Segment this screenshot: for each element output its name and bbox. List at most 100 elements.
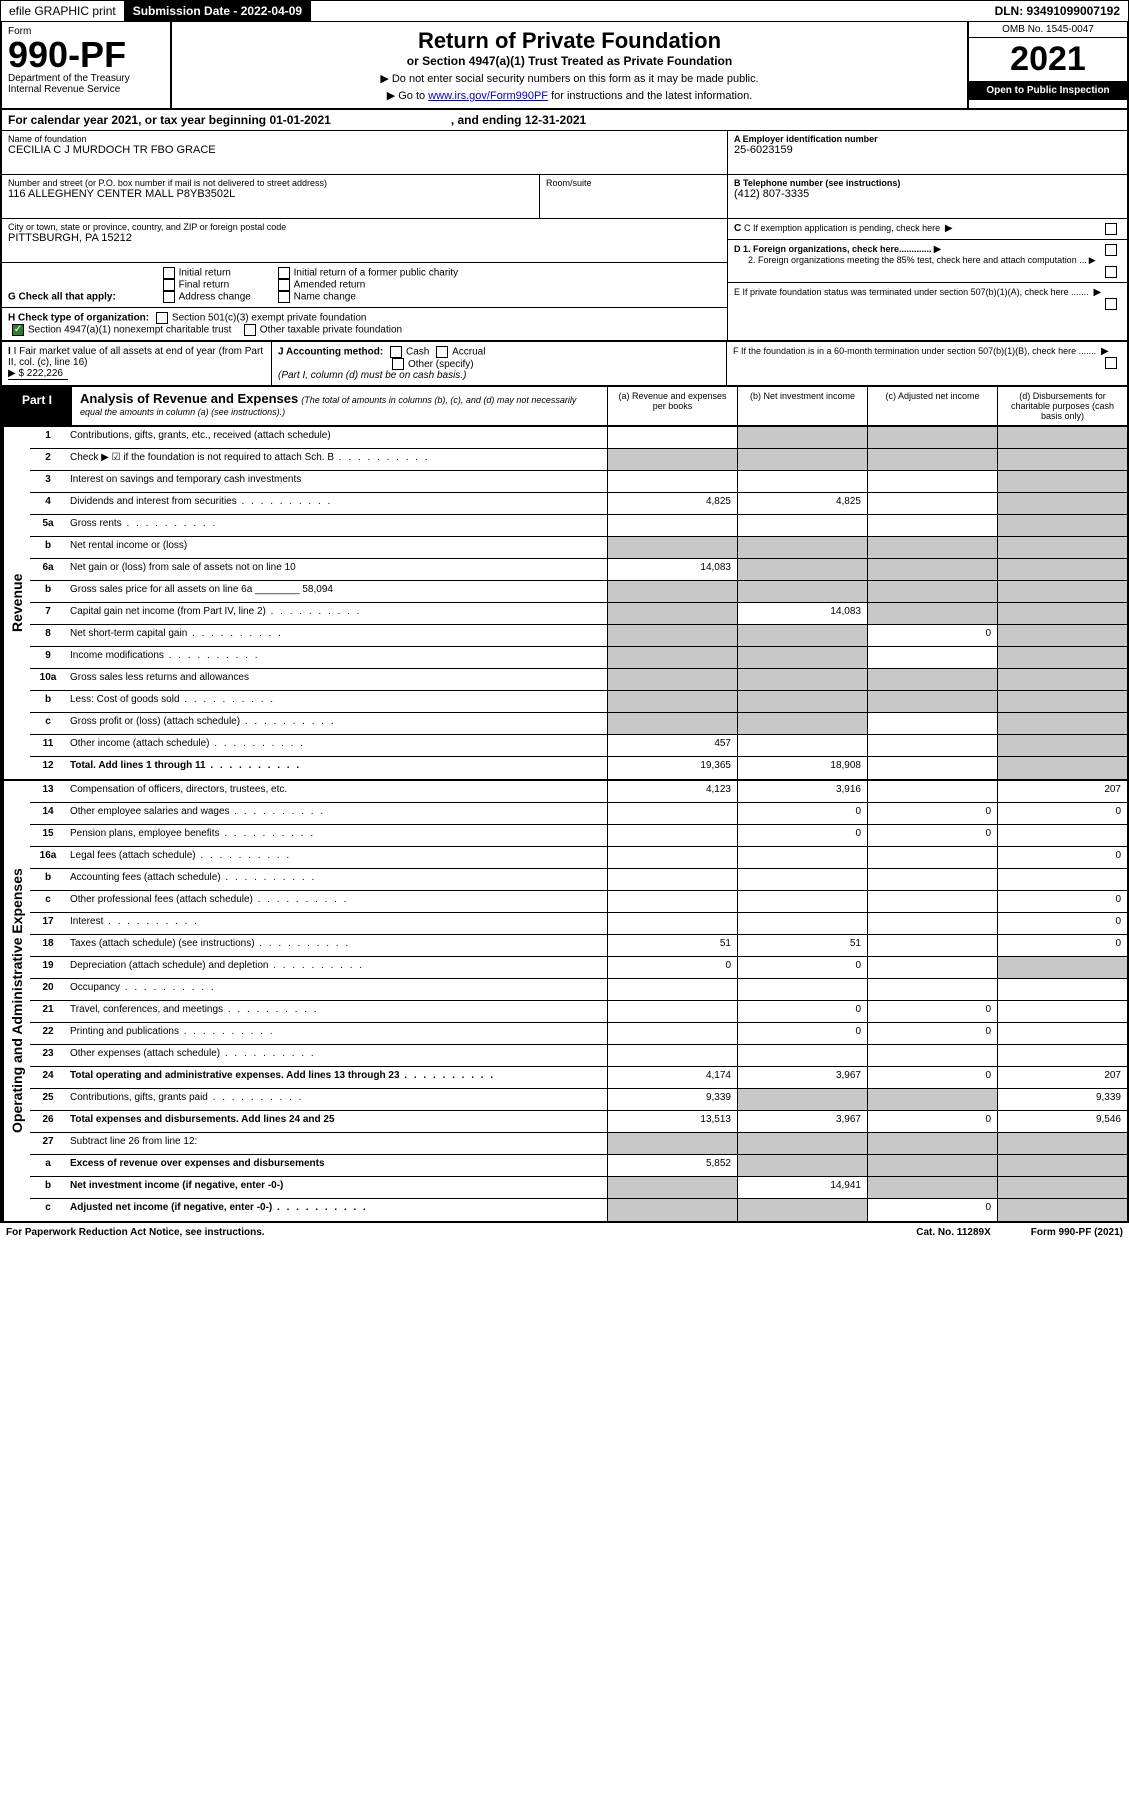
efile-label: efile GRAPHIC print (1, 1, 125, 21)
final-return-checkbox[interactable] (163, 279, 175, 291)
amount-col-a (607, 1177, 737, 1198)
cash-checkbox[interactable] (390, 346, 402, 358)
amount-col-b: 51 (737, 935, 867, 956)
amount-col-c (867, 515, 997, 536)
table-row: 8Net short-term capital gain0 (30, 625, 1127, 647)
initial-return-public-checkbox[interactable] (278, 267, 290, 279)
amount-col-a (607, 1133, 737, 1154)
form990pf-link[interactable]: www.irs.gov/Form990PF (428, 90, 548, 102)
amount-col-d: 207 (997, 1067, 1127, 1088)
table-row: bNet rental income or (loss) (30, 537, 1127, 559)
amount-col-a (607, 515, 737, 536)
line-desc: Other income (attach schedule) (66, 735, 607, 756)
room-cell: Room/suite (539, 175, 727, 219)
amount-col-c (867, 735, 997, 756)
amount-col-c (867, 427, 997, 448)
amount-col-c: 0 (867, 1199, 997, 1221)
table-row: aExcess of revenue over expenses and dis… (30, 1155, 1127, 1177)
amount-col-b (737, 1155, 867, 1176)
table-row: 13Compensation of officers, directors, t… (30, 781, 1127, 803)
line-desc: Pension plans, employee benefits (66, 825, 607, 846)
line-desc: Printing and publications (66, 1023, 607, 1044)
amount-col-b (737, 581, 867, 602)
amount-col-b (737, 537, 867, 558)
table-row: 9Income modifications (30, 647, 1127, 669)
4947a1-checkbox[interactable] (12, 324, 24, 336)
footer-left: For Paperwork Reduction Act Notice, see … (6, 1227, 265, 1238)
d2-checkbox[interactable] (1105, 266, 1117, 278)
amount-col-b (737, 559, 867, 580)
accrual-checkbox[interactable] (436, 346, 448, 358)
amount-col-d (997, 713, 1127, 734)
table-row: 12Total. Add lines 1 through 1119,36518,… (30, 757, 1127, 779)
table-row: cOther professional fees (attach schedul… (30, 891, 1127, 913)
amount-col-b: 4,825 (737, 493, 867, 514)
amount-col-a (607, 647, 737, 668)
line-number: 20 (30, 979, 66, 1000)
phone-cell: B Telephone number (see instructions) (4… (728, 175, 1127, 219)
dln: DLN: 93491099007192 (987, 1, 1128, 21)
line-desc: Occupancy (66, 979, 607, 1000)
amount-col-b: 3,967 (737, 1111, 867, 1132)
line-number: 27 (30, 1133, 66, 1154)
amount-col-d (997, 979, 1127, 1000)
f-checkbox[interactable] (1105, 357, 1117, 369)
amount-col-d (997, 735, 1127, 756)
amount-col-a (607, 1023, 737, 1044)
amount-col-d (997, 1023, 1127, 1044)
line-desc: Interest on savings and temporary cash i… (66, 471, 607, 492)
501c3-checkbox[interactable] (156, 312, 168, 324)
line-desc: Legal fees (attach schedule) (66, 847, 607, 868)
amount-col-b (737, 449, 867, 470)
line-desc: Total. Add lines 1 through 11 (66, 757, 607, 779)
amount-col-a (607, 891, 737, 912)
initial-return-checkbox[interactable] (163, 267, 175, 279)
table-row: cGross profit or (loss) (attach schedule… (30, 713, 1127, 735)
line-number: 18 (30, 935, 66, 956)
amount-col-a: 0 (607, 957, 737, 978)
table-row: 23Other expenses (attach schedule) (30, 1045, 1127, 1067)
amount-col-c (867, 493, 997, 514)
amended-return-checkbox[interactable] (278, 279, 290, 291)
line-number: 12 (30, 757, 66, 779)
other-taxable-checkbox[interactable] (244, 324, 256, 336)
revenue-table: Revenue 1Contributions, gifts, grants, e… (0, 427, 1129, 781)
amount-col-b (737, 515, 867, 536)
amount-col-c: 0 (867, 1023, 997, 1044)
d1-checkbox[interactable] (1105, 244, 1117, 256)
line-number: 17 (30, 913, 66, 934)
amount-col-c (867, 691, 997, 712)
amount-col-a (607, 581, 737, 602)
amount-col-c (867, 935, 997, 956)
e-checkbox[interactable] (1105, 298, 1117, 310)
amount-col-a (607, 471, 737, 492)
foundation-name-cell: Name of foundation CECILIA C J MURDOCH T… (2, 131, 727, 175)
c-checkbox[interactable] (1105, 223, 1117, 235)
i-fmv-cell: I I Fair market value of all assets at e… (2, 342, 272, 385)
amount-col-b (737, 1199, 867, 1221)
amount-col-a: 14,083 (607, 559, 737, 580)
other-method-checkbox[interactable] (392, 358, 404, 370)
name-change-checkbox[interactable] (278, 291, 290, 303)
line-desc: Net rental income or (loss) (66, 537, 607, 558)
address-change-checkbox[interactable] (163, 291, 175, 303)
line-number: 15 (30, 825, 66, 846)
irs-label: Internal Revenue Service (8, 84, 164, 95)
line-number: 6a (30, 559, 66, 580)
amount-col-b: 18,908 (737, 757, 867, 779)
line-desc: Net gain or (loss) from sale of assets n… (66, 559, 607, 580)
amount-col-d (997, 757, 1127, 779)
amount-col-c (867, 471, 997, 492)
amount-col-b: 3,967 (737, 1067, 867, 1088)
line-number: c (30, 713, 66, 734)
amount-col-c (867, 869, 997, 890)
amount-col-b (737, 647, 867, 668)
amount-col-d (997, 869, 1127, 890)
table-row: 16aLegal fees (attach schedule)0 (30, 847, 1127, 869)
line-number: 8 (30, 625, 66, 646)
ein-cell: A Employer identification number 25-6023… (728, 131, 1127, 175)
amount-col-d (997, 471, 1127, 492)
line-desc: Total operating and administrative expen… (66, 1067, 607, 1088)
amount-col-d (997, 691, 1127, 712)
amount-col-d (997, 957, 1127, 978)
